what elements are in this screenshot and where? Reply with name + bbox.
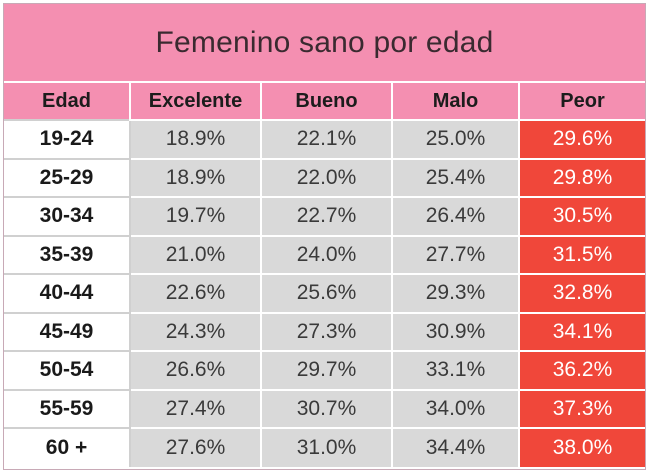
table-title: Femenino sano por edad <box>155 25 494 59</box>
malo-cell: 34.4% <box>392 427 520 467</box>
bueno-cell: 22.7% <box>261 196 393 236</box>
header-row: Edad Excelente Bueno Malo Peor <box>4 83 645 120</box>
excelente-cell: 19.7% <box>130 196 262 236</box>
age-cell: 25-29 <box>4 157 131 197</box>
bueno-cell: 25.6% <box>261 273 393 313</box>
table-row: 55-59 27.4% 30.7% 34.0% 37.3% <box>4 388 645 428</box>
malo-cell: 26.4% <box>392 196 520 236</box>
table-body: 19-24 18.9% 22.1% 25.0% 29.6% 25-29 18.9% 22.0%… <box>4 119 645 467</box>
malo-cell: 25.4% <box>392 157 520 197</box>
malo-cell: 27.7% <box>392 234 520 274</box>
header-excelente: Excelente <box>130 83 262 120</box>
excelente-cell: 21.0% <box>130 234 262 274</box>
bueno-cell: 24.0% <box>261 234 393 274</box>
header-edad: Edad <box>4 83 131 120</box>
table-row: 30-34 19.7% 22.7% 26.4% 30.5% <box>4 196 645 236</box>
bueno-cell: 22.0% <box>261 157 393 197</box>
excelente-cell: 27.6% <box>130 427 262 467</box>
malo-cell: 33.1% <box>392 350 520 390</box>
title-bar: Femenino sano por edad <box>4 4 645 83</box>
header-bueno: Bueno <box>261 83 393 120</box>
table-row: 45-49 24.3% 27.3% 30.9% 34.1% <box>4 311 645 351</box>
peor-cell: 36.2% <box>519 350 645 390</box>
peor-cell: 31.5% <box>519 234 645 274</box>
bueno-cell: 29.7% <box>261 350 393 390</box>
excelente-cell: 18.9% <box>130 157 262 197</box>
body-fat-table: Femenino sano por edad Edad Excelente Bu… <box>3 3 646 470</box>
bueno-cell: 31.0% <box>261 427 393 467</box>
age-cell: 60 + <box>4 427 131 467</box>
age-cell: 50-54 <box>4 350 131 390</box>
peor-cell: 34.1% <box>519 311 645 351</box>
bueno-cell: 27.3% <box>261 311 393 351</box>
age-cell: 40-44 <box>4 273 131 313</box>
peor-cell: 38.0% <box>519 427 645 467</box>
table-row: 50-54 26.6% 29.7% 33.1% 36.2% <box>4 350 645 390</box>
table-row: 60 +27.6% 31.0% 34.4% 38.0% <box>4 427 645 467</box>
table-row: 25-29 18.9% 22.0% 25.4% 29.8% <box>4 157 645 197</box>
peor-cell: 29.6% <box>519 119 645 159</box>
excelente-cell: 27.4% <box>130 388 262 428</box>
data-table: Edad Excelente Bueno Malo Peor 19-24 18.9… <box>4 83 645 467</box>
header-peor: Peor <box>519 83 645 120</box>
excelente-cell: 22.6% <box>130 273 262 313</box>
peor-cell: 32.8% <box>519 273 645 313</box>
excelente-cell: 24.3% <box>130 311 262 351</box>
malo-cell: 25.0% <box>392 119 520 159</box>
excelente-cell: 18.9% <box>130 119 262 159</box>
table-row: 35-39 21.0% 24.0% 27.7% 31.5% <box>4 234 645 274</box>
table-row: 19-24 18.9% 22.1% 25.0% 29.6% <box>4 119 645 159</box>
excelente-cell: 26.6% <box>130 350 262 390</box>
age-cell: 30-34 <box>4 196 131 236</box>
malo-cell: 29.3% <box>392 273 520 313</box>
age-cell: 19-24 <box>4 119 131 159</box>
header-malo: Malo <box>392 83 520 120</box>
age-cell: 45-49 <box>4 311 131 351</box>
age-cell: 55-59 <box>4 388 131 428</box>
bueno-cell: 22.1% <box>261 119 393 159</box>
malo-cell: 34.0% <box>392 388 520 428</box>
age-cell: 35-39 <box>4 234 131 274</box>
bueno-cell: 30.7% <box>261 388 393 428</box>
peor-cell: 37.3% <box>519 388 645 428</box>
peor-cell: 29.8% <box>519 157 645 197</box>
malo-cell: 30.9% <box>392 311 520 351</box>
peor-cell: 30.5% <box>519 196 645 236</box>
table-row: 40-44 22.6% 25.6% 29.3% 32.8% <box>4 273 645 313</box>
